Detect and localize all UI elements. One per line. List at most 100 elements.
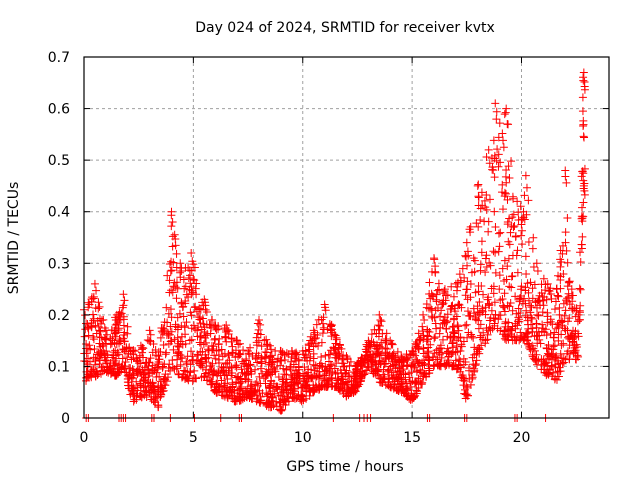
x-axis-ticks: 0 5 10 15 20 [80, 57, 530, 446]
data-point [523, 328, 532, 337]
data-point [475, 298, 484, 307]
data-point [498, 205, 507, 214]
data-point [107, 339, 116, 348]
data-point [375, 310, 384, 319]
data-point [227, 337, 236, 346]
data-point [256, 364, 265, 373]
data-point [431, 262, 440, 271]
data-point [165, 276, 174, 285]
data-point [120, 296, 129, 305]
data-point [561, 306, 570, 315]
data-point [443, 332, 452, 341]
data-point [420, 316, 429, 325]
data-point [163, 318, 172, 327]
data-point [463, 285, 472, 294]
data-point [92, 286, 101, 295]
data-point [236, 350, 245, 359]
data-point [137, 345, 146, 354]
data-point [474, 287, 483, 296]
data-point [545, 350, 554, 359]
data-point [196, 359, 205, 368]
data-point [146, 330, 155, 339]
data-point [281, 355, 290, 364]
data-point [297, 397, 306, 406]
plot-frame [83, 56, 610, 419]
data-point [251, 365, 260, 374]
data-point [504, 254, 513, 263]
data-point [402, 390, 411, 399]
data-point [483, 295, 492, 304]
data-point [560, 311, 569, 320]
data-point [552, 375, 561, 384]
data-point [397, 382, 406, 391]
data-point [552, 285, 561, 294]
data-point [557, 341, 566, 350]
data-point [162, 377, 171, 386]
data-point [254, 325, 263, 334]
data-point [335, 386, 344, 395]
data-point [163, 271, 172, 280]
data-point [293, 392, 302, 401]
data-point [386, 336, 395, 345]
data-point [327, 361, 336, 370]
data-point [524, 296, 533, 305]
data-point [286, 363, 295, 372]
data-point [568, 306, 577, 315]
data-point [317, 338, 326, 347]
data-point [182, 357, 191, 366]
data-point [432, 295, 441, 304]
data-point [505, 173, 514, 182]
data-point [187, 311, 196, 320]
data-point [447, 350, 456, 359]
data-point [184, 273, 193, 282]
data-point [459, 354, 468, 363]
data-point [119, 290, 128, 299]
data-point [419, 344, 428, 353]
data-point [145, 369, 154, 378]
data-point [155, 372, 164, 381]
data-point [376, 350, 385, 359]
data-point [551, 297, 560, 306]
data-point [251, 380, 260, 389]
data-point [458, 373, 467, 382]
data-point [567, 285, 576, 294]
data-point [321, 351, 330, 360]
data-point [569, 326, 578, 335]
data-point [228, 383, 237, 392]
data-point [186, 360, 195, 369]
data-point [80, 332, 89, 341]
data-point [282, 386, 291, 395]
data-point [173, 313, 182, 322]
data-point [501, 189, 510, 198]
data-point [479, 290, 488, 299]
data-point [521, 171, 530, 180]
data-point [109, 348, 118, 357]
data-point [436, 341, 445, 350]
data-point [418, 322, 427, 331]
data-point [529, 354, 538, 363]
data-point [201, 301, 210, 310]
data-point [507, 157, 516, 166]
data-point [188, 257, 197, 266]
data-point [432, 324, 441, 333]
data-points [80, 68, 589, 422]
data-point [246, 360, 255, 369]
data-point [442, 324, 451, 333]
data-point [123, 322, 132, 331]
data-point [156, 348, 165, 357]
data-point [84, 298, 93, 307]
data-point [367, 365, 376, 374]
data-point [524, 288, 533, 297]
data-point [172, 294, 181, 303]
data-point [360, 370, 369, 379]
data-point [102, 347, 111, 356]
data-point [188, 288, 197, 297]
data-point [129, 397, 138, 406]
data-point [475, 345, 484, 354]
data-point [97, 333, 106, 342]
data-point [466, 293, 475, 302]
data-point [561, 326, 570, 335]
data-point [282, 370, 291, 379]
data-point [378, 329, 387, 338]
data-point [93, 350, 102, 359]
